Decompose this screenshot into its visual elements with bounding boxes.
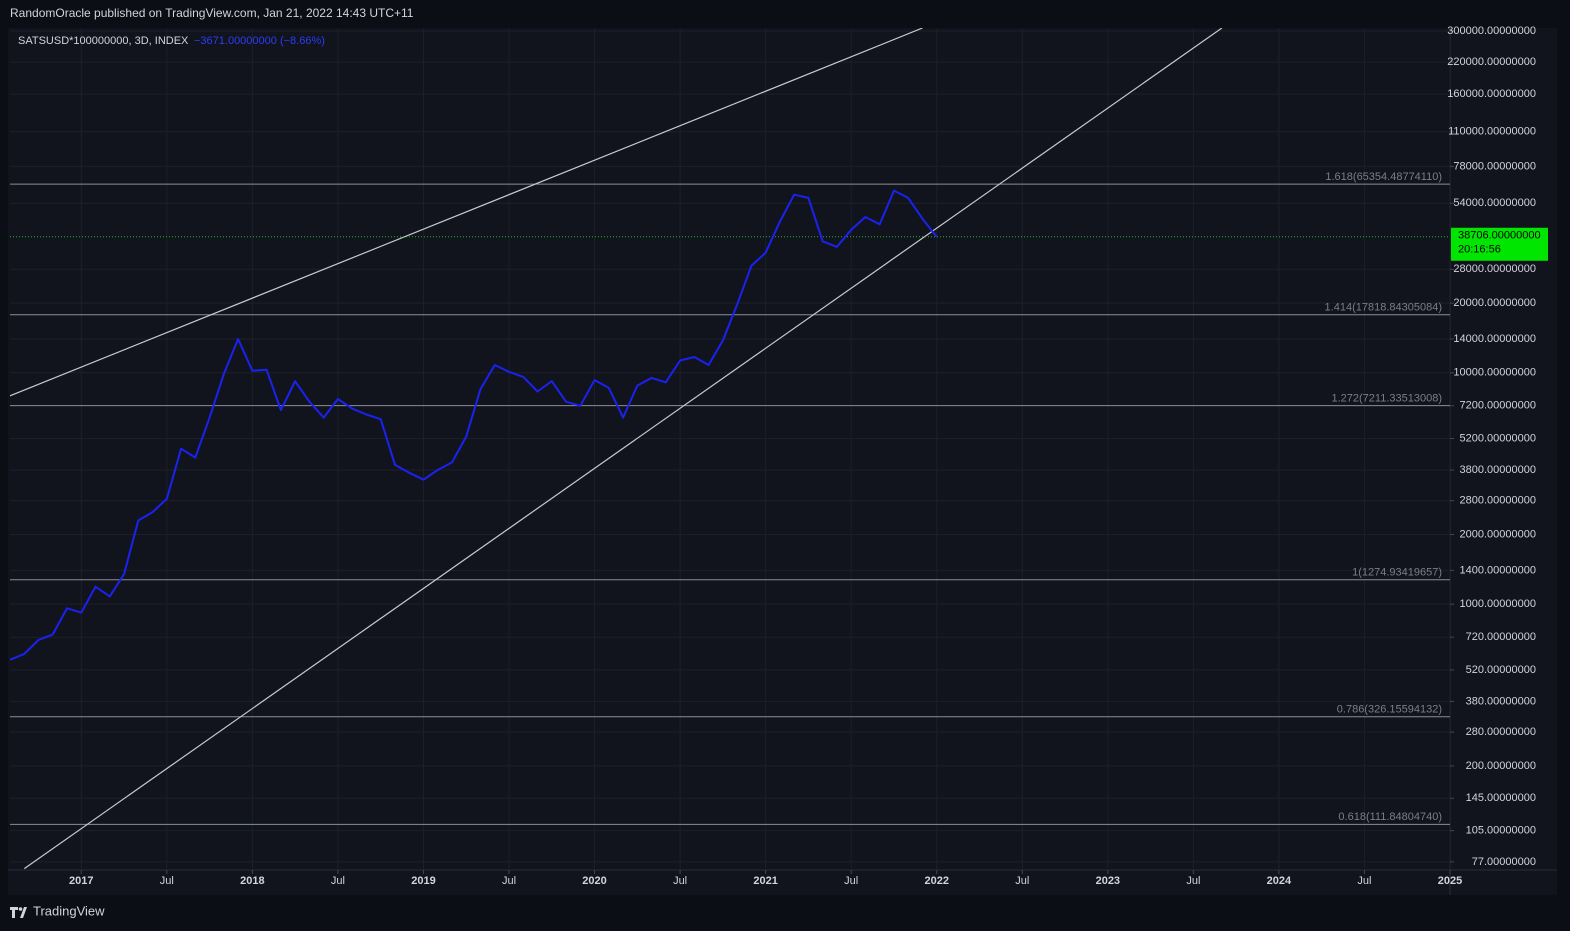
y-tick-label: 78000.00000000 — [1453, 160, 1536, 172]
change: −3671.00000000 (−8.66%) — [194, 35, 325, 47]
x-tick-label: 2022 — [924, 875, 948, 887]
x-tick-label: Jul — [673, 875, 687, 887]
x-tick-label: 2020 — [582, 875, 606, 887]
y-tick-label: 20000.00000000 — [1453, 297, 1536, 309]
y-tick-label: 28000.00000000 — [1453, 263, 1536, 275]
y-tick-label: 105.00000000 — [1466, 825, 1536, 837]
y-tick-label: 160000.00000000 — [1447, 88, 1536, 100]
x-tick-label: 2017 — [69, 875, 93, 887]
price-label-box — [1451, 227, 1548, 261]
fib-label: 0.618(111.84804740) — [1338, 811, 1442, 823]
symbol: SATSUSD*100000000, 3D, INDEX — [18, 35, 189, 47]
x-tick-label: Jul — [331, 875, 345, 887]
y-tick-label: 1000.00000000 — [1460, 598, 1536, 610]
y-tick-label: 7200.00000000 — [1460, 400, 1536, 412]
x-tick-label: 2025 — [1438, 875, 1462, 887]
y-tick-label: 300000.00000000 — [1447, 25, 1536, 37]
x-tick-label: 2019 — [411, 875, 435, 887]
y-tick-label: 54000.00000000 — [1453, 197, 1536, 209]
y-tick-label: 720.00000000 — [1466, 631, 1536, 643]
y-tick-label: 1400.00000000 — [1460, 564, 1536, 576]
price-label: 38706.00000000 — [1458, 230, 1541, 242]
y-tick-label: 110000.00000000 — [1448, 126, 1536, 138]
y-tick-label: 200.00000000 — [1466, 760, 1536, 772]
y-tick-label: 10000.00000000 — [1453, 367, 1536, 379]
y-tick-label: 145.00000000 — [1466, 792, 1536, 804]
price-line — [10, 189, 938, 661]
countdown: 20:16:56 — [1458, 244, 1501, 256]
y-tick-label: 380.00000000 — [1466, 695, 1536, 707]
x-tick-label: 2021 — [753, 875, 777, 887]
trendline — [10, 28, 923, 397]
y-tick-label: 520.00000000 — [1466, 664, 1536, 676]
fib-label: 1.618(65354.48774110) — [1325, 171, 1442, 183]
x-tick-label: Jul — [1186, 875, 1200, 887]
x-tick-label: Jul — [160, 875, 174, 887]
y-tick-label: 3800.00000000 — [1460, 464, 1536, 476]
chart-panel — [8, 28, 1557, 895]
publisher: RandomOracle published on TradingView.co… — [10, 6, 414, 20]
brand: TradingView — [33, 903, 105, 918]
x-tick-label: Jul — [1015, 875, 1029, 887]
y-tick-label: 14000.00000000 — [1453, 333, 1536, 345]
y-tick-label: 2800.00000000 — [1460, 495, 1536, 507]
fib-label: 0.786(326.15594132) — [1337, 704, 1442, 716]
y-tick-label: 77.00000000 — [1472, 856, 1536, 868]
brand-logo — [10, 907, 27, 918]
fib-label: 1(1274.93419657) — [1352, 567, 1442, 579]
y-tick-label: 2000.00000000 — [1460, 528, 1536, 540]
trendline — [23, 28, 1223, 870]
x-tick-label: Jul — [1357, 875, 1371, 887]
fib-label: 1.414(17818.84305084) — [1325, 302, 1442, 314]
fib-label: 1.272(7211.33513008) — [1331, 393, 1442, 405]
y-tick-label: 5200.00000000 — [1460, 432, 1536, 444]
y-tick-label: 220000.00000000 — [1447, 56, 1536, 68]
x-tick-label: Jul — [844, 875, 858, 887]
x-tick-label: 2023 — [1096, 875, 1120, 887]
y-tick-label: 280.00000000 — [1466, 726, 1536, 738]
x-tick-label: 2018 — [240, 875, 264, 887]
x-tick-label: 2024 — [1267, 875, 1292, 887]
x-tick-label: Jul — [502, 875, 516, 887]
